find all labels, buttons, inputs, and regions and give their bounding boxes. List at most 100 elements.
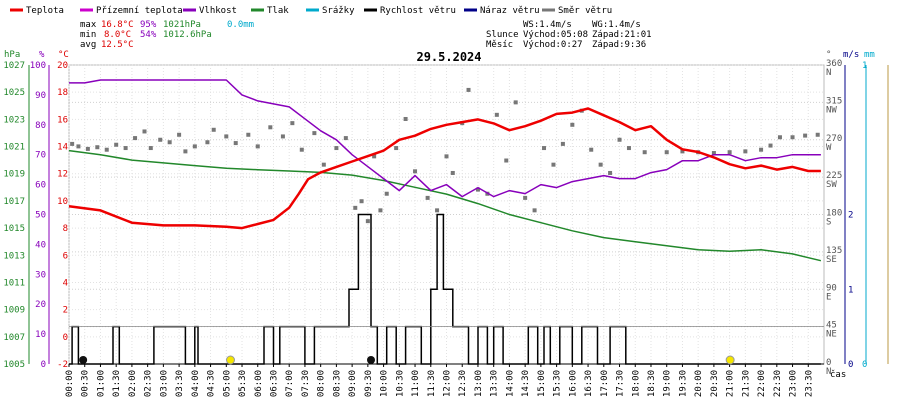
- wind-direction-point: [177, 132, 182, 137]
- direction-label: NE: [826, 330, 837, 340]
- wind-direction-point: [148, 146, 153, 151]
- wind-direction-point: [803, 133, 808, 138]
- temperature-tick: 16: [57, 115, 68, 125]
- wind-direction-point: [280, 134, 285, 139]
- humidity-tick: 40: [35, 240, 46, 250]
- time-tick: 02:30: [144, 370, 154, 397]
- wind-direction-point: [205, 140, 210, 145]
- time-tick: 09:30: [364, 370, 374, 397]
- wind-direction-point: [268, 125, 273, 130]
- time-tick: 13:00: [474, 370, 484, 397]
- wind-direction-point: [542, 146, 547, 151]
- wind-direction-point: [158, 137, 163, 142]
- pressure-tick: 1007: [3, 333, 25, 343]
- wind-direction-point: [372, 154, 377, 159]
- time-tick: 01:00: [96, 370, 106, 397]
- direction-label: N: [826, 68, 831, 78]
- direction-label: S: [826, 218, 831, 228]
- humidity-tick: 90: [35, 91, 46, 101]
- wind-direction-point: [403, 116, 408, 121]
- time-tick: 00:30: [81, 370, 91, 397]
- info-sun-label: Slunce: [486, 30, 519, 40]
- time-tick: 03:00: [159, 370, 169, 397]
- time-tick: 01:30: [112, 370, 122, 397]
- direction-tick: 225: [826, 171, 842, 181]
- wind-direction-point: [444, 154, 449, 159]
- stats-min-hum: 54%: [140, 30, 157, 40]
- wind-direction-point: [435, 208, 440, 213]
- pressure-tick: 1021: [3, 143, 25, 153]
- stats-min-label: min: [80, 30, 96, 40]
- temperature-tick: 18: [57, 88, 68, 98]
- wind-direction-point: [114, 142, 119, 147]
- wind-direction-point: [353, 205, 358, 210]
- time-tick: 12:30: [458, 370, 468, 397]
- wind-direction-point: [312, 131, 317, 136]
- chart-title: 29.5.2024: [416, 50, 481, 64]
- legend-label: Teplota: [26, 6, 64, 16]
- pressure-tick: 1027: [3, 61, 25, 71]
- wind-direction-point: [608, 170, 613, 175]
- time-tick: 06:30: [269, 370, 279, 397]
- direction-tick: 360: [826, 59, 842, 69]
- wind-direction-point: [95, 145, 100, 150]
- legend: Teplota Přízemní teplota Vlhkost Tlak Srážky…: [10, 6, 612, 16]
- pressure-line: [68, 149, 822, 262]
- wind-direction-point: [183, 149, 188, 154]
- wind-direction-point: [560, 141, 565, 146]
- legend-label: Náraz větru: [480, 6, 540, 16]
- sun-marker: [725, 355, 735, 365]
- time-tick: 20:00: [694, 370, 704, 397]
- series: [68, 79, 824, 365]
- time-tick: 23:00: [789, 370, 799, 397]
- time-tick: 07:30: [301, 370, 311, 397]
- stats-avg-label: avg: [80, 40, 96, 50]
- wind-direction-point: [211, 127, 216, 132]
- stats-max-press: 1021hPa: [163, 20, 201, 30]
- info-sun-set: Západ:21:01: [592, 30, 652, 40]
- time-tick: 02:00: [128, 370, 138, 397]
- wind-direction-point: [255, 144, 260, 149]
- pressure-tick: 1013: [3, 251, 25, 261]
- pressure-tick: 1017: [3, 197, 25, 207]
- unit-deg: °: [826, 50, 831, 60]
- wind-direction-point: [466, 87, 471, 92]
- pressure-tick: 1019: [3, 170, 25, 180]
- wind-direction-point: [598, 162, 603, 167]
- legend-label: Vlhkost: [199, 6, 237, 16]
- time-tick: 16:30: [584, 370, 594, 397]
- wind-direction-point: [617, 137, 622, 142]
- time-tick: 17:30: [616, 370, 626, 397]
- humidity-tick: 30: [35, 270, 46, 280]
- time-tick: 06:00: [254, 370, 264, 397]
- wind-direction-point: [233, 141, 238, 146]
- wind-direction-point: [290, 121, 295, 126]
- wind-direction-point: [394, 146, 399, 151]
- stats-avg-temp: 12.5°C: [101, 40, 134, 50]
- direction-label: N: [826, 367, 831, 377]
- rain-tick: 1: [862, 61, 867, 71]
- wind-direction-point: [711, 151, 716, 156]
- grid: [68, 64, 825, 365]
- wind-direction-point: [85, 146, 90, 151]
- wind-direction-point: [321, 162, 326, 167]
- wind-speed-tick: 1: [848, 285, 853, 295]
- wind-direction-point: [664, 150, 669, 155]
- direction-tick: 135: [826, 246, 842, 256]
- wind-direction-point: [768, 143, 773, 148]
- wind-direction-point: [513, 100, 518, 105]
- wind-direction-point: [743, 149, 748, 154]
- humidity-tick: 50: [35, 211, 46, 221]
- humidity-line: [69, 79, 821, 198]
- temperature-tick: 12: [57, 170, 68, 180]
- temperature-tick: 10: [57, 197, 68, 207]
- direction-label: E: [826, 292, 831, 302]
- pressure-tick: 1015: [3, 224, 25, 234]
- wind-direction-point: [626, 146, 631, 151]
- info-wg: WG:1.4m/s: [592, 20, 641, 30]
- time-tick: 07:00: [285, 370, 295, 397]
- legend-label: Srážky: [322, 6, 355, 16]
- wind-direction-point: [123, 146, 128, 151]
